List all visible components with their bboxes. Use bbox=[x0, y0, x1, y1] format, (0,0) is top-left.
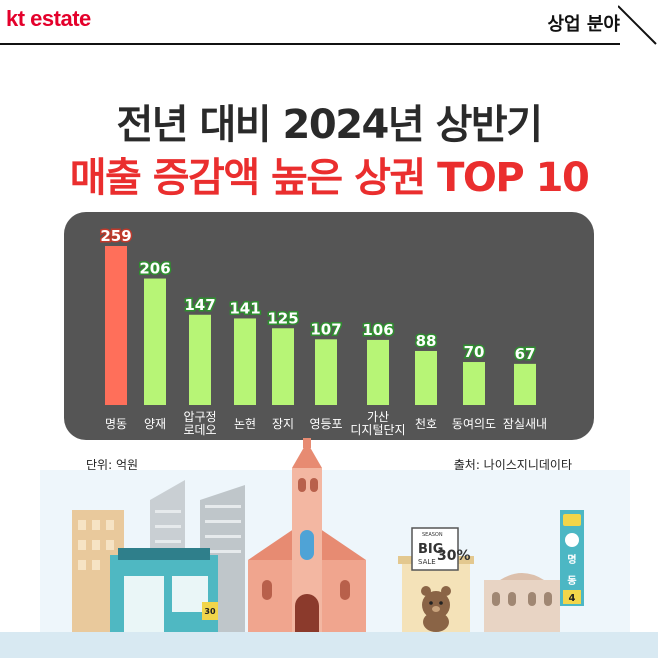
value-label-8: 70 bbox=[464, 343, 485, 361]
source-label: 출처: 나이스지니데이타 bbox=[453, 458, 572, 472]
category-label-5: 영등포 bbox=[309, 417, 342, 431]
bar-7 bbox=[415, 350, 437, 405]
bar-8 bbox=[463, 362, 485, 405]
category-label-1: 양재 bbox=[144, 417, 166, 431]
value-label-2: 147 bbox=[184, 296, 215, 314]
category-label-3: 논현 bbox=[234, 417, 256, 431]
bar-9 bbox=[514, 363, 536, 405]
value-label-4: 125 bbox=[267, 309, 298, 327]
bar-1 bbox=[144, 278, 166, 405]
value-label-6: 106 bbox=[362, 321, 393, 339]
title-line-2: 매출 증감액 높은 상권 TOP 10 bbox=[69, 155, 590, 201]
bar-6 bbox=[367, 339, 389, 405]
bar-0 bbox=[105, 246, 127, 405]
category-label-6: 가산 디지털단지 bbox=[350, 410, 405, 437]
section-label: 상업 분야 bbox=[547, 14, 620, 35]
category-label-4: 장지 bbox=[272, 417, 294, 431]
category-label-0: 명동 bbox=[105, 417, 127, 431]
bar-2 bbox=[189, 314, 211, 405]
header-corner-decoration bbox=[618, 5, 657, 45]
unit-label: 단위: 억원 bbox=[86, 458, 139, 472]
value-label-1: 206 bbox=[139, 260, 170, 278]
value-label-5: 107 bbox=[310, 320, 341, 338]
header-divider bbox=[0, 43, 620, 45]
value-label-0: 259 bbox=[100, 227, 131, 245]
category-label-9: 잠실새내 bbox=[503, 417, 547, 431]
bar-3 bbox=[234, 318, 256, 405]
bar-5 bbox=[315, 339, 337, 405]
value-label-3: 141 bbox=[229, 299, 260, 317]
value-label-9: 67 bbox=[515, 345, 536, 363]
brand-logo: kt estate bbox=[6, 6, 91, 31]
title-line-1: 전년 대비 2024년 상반기 bbox=[116, 102, 543, 148]
value-label-7: 88 bbox=[416, 332, 437, 350]
category-label-7: 천호 bbox=[415, 416, 437, 431]
category-label-8: 동여의도 bbox=[452, 417, 496, 431]
category-label-2: 압구정 로데오 bbox=[183, 410, 216, 437]
bar-4 bbox=[272, 328, 294, 405]
